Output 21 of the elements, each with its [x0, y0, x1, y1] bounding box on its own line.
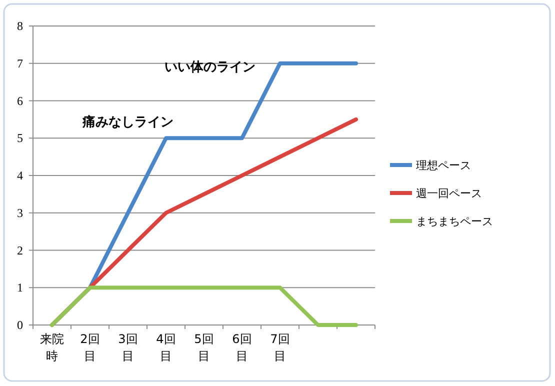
y-tick-label: 1 — [17, 280, 23, 295]
x-tick-label: 7回目 — [270, 332, 290, 363]
annotation: いい体のライン — [164, 60, 256, 75]
x-tick-label: 来院時 — [40, 332, 64, 363]
x-tick-label: 2回目 — [80, 332, 100, 363]
x-tick-label: 3回目 — [118, 332, 138, 363]
y-tick-label: 3 — [17, 206, 23, 220]
y-tick-label: 8 — [17, 19, 23, 33]
y-tick-label: 7 — [17, 56, 23, 70]
x-tick-label: 4回目 — [156, 332, 176, 363]
y-tick-label: 6 — [17, 94, 23, 108]
y-tick-label: 2 — [17, 243, 23, 258]
legend-label: 理想ペース — [416, 159, 471, 172]
x-tick-label: 6回目 — [232, 332, 252, 363]
y-tick-label: 5 — [17, 131, 23, 146]
y-tick-label: 4 — [17, 168, 23, 182]
x-tick-label: 5回目 — [194, 332, 214, 363]
y-tick-label: 0 — [17, 318, 23, 332]
legend-label: まちまちペース — [416, 215, 493, 228]
annotation: 痛みなしライン — [82, 114, 174, 130]
legend-label: 週一回ペース — [416, 187, 482, 200]
